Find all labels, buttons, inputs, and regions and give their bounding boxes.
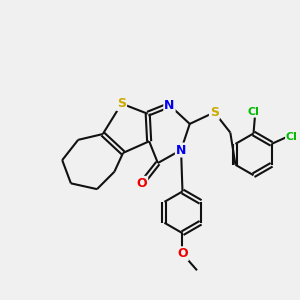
Text: O: O [177, 247, 188, 260]
Text: O: O [136, 177, 147, 190]
Text: S: S [117, 97, 126, 110]
Text: Cl: Cl [248, 107, 260, 117]
Text: S: S [210, 106, 219, 119]
Text: Cl: Cl [286, 132, 298, 142]
Text: N: N [164, 99, 175, 112]
Text: N: N [176, 143, 186, 157]
